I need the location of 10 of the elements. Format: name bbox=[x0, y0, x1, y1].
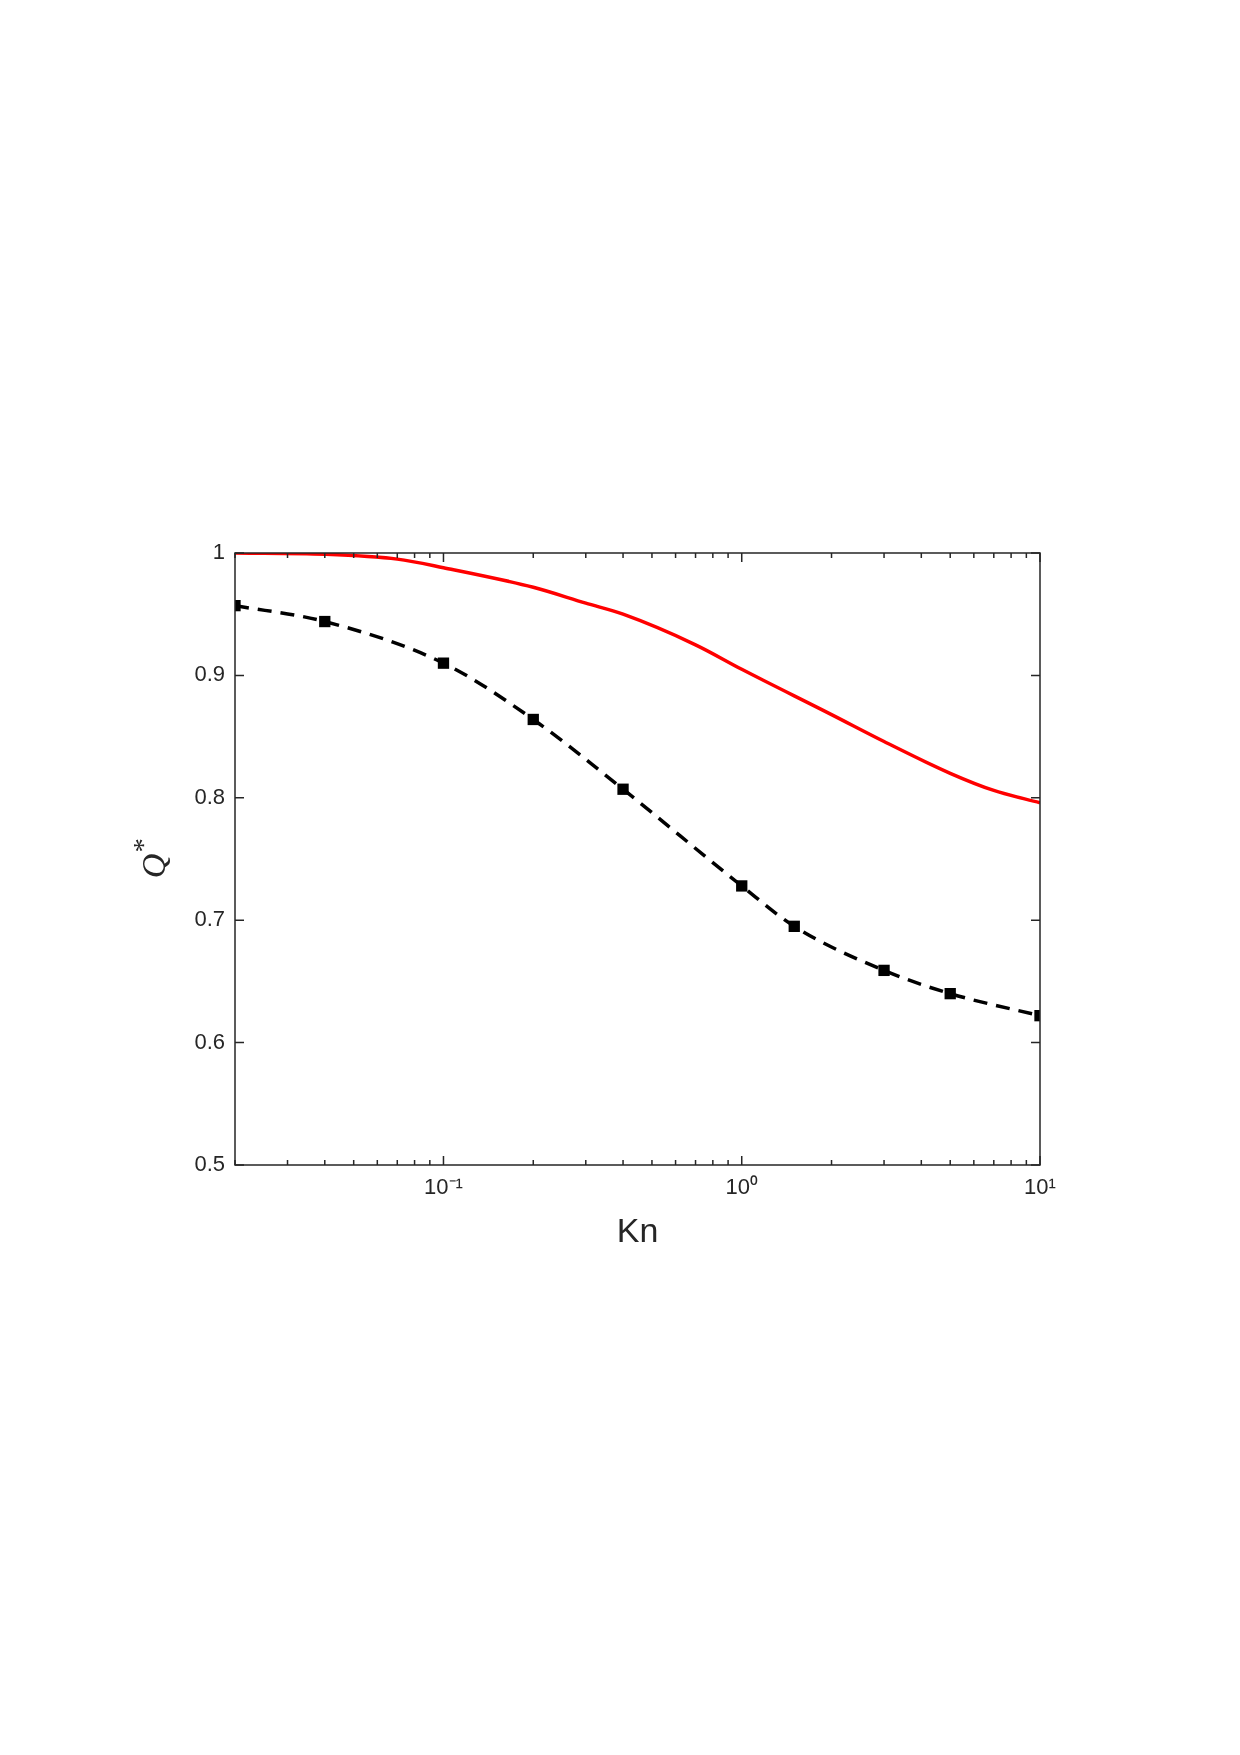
y-tick-label: 0.6 bbox=[194, 1028, 225, 1054]
x-axis-title: Kn bbox=[616, 1211, 659, 1250]
y-tick-label: 0.5 bbox=[194, 1151, 225, 1177]
x-tick-label: 10⁻¹ bbox=[424, 1174, 463, 1200]
y-tick-label: 0.8 bbox=[194, 783, 225, 809]
x-tick-label: 10⁰ bbox=[725, 1174, 758, 1200]
y-tick-label: 0.9 bbox=[194, 661, 225, 687]
x-tick-label: 10¹ bbox=[1024, 1174, 1056, 1200]
y-tick-label: 0.7 bbox=[194, 906, 225, 932]
y-tick-label: 1 bbox=[212, 539, 225, 565]
